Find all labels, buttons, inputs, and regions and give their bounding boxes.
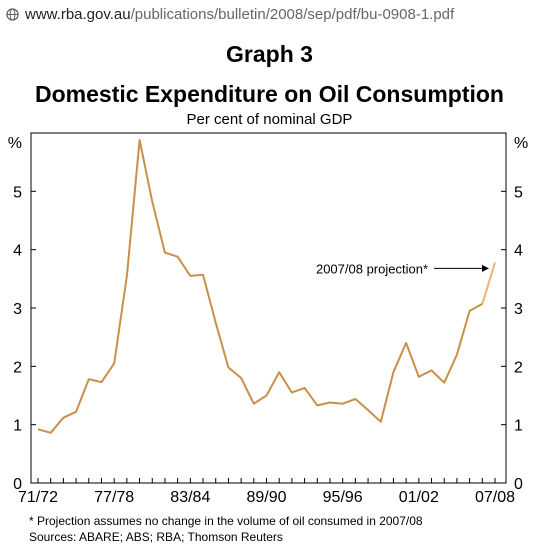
x-tick-label: 07/08 xyxy=(475,489,515,506)
y-tick-label-left: 0 xyxy=(13,476,22,493)
series-line-2 xyxy=(481,262,496,305)
x-tick-label: 95/96 xyxy=(323,489,363,506)
y-tick-label-right: 5 xyxy=(514,184,523,201)
y-tick-label-left: 1 xyxy=(13,418,22,435)
annotation-label: 2007/08 projection* xyxy=(316,261,428,276)
y-tick-label-right: 0 xyxy=(514,476,523,493)
series-line-1 xyxy=(37,139,483,434)
x-tick-label: 77/78 xyxy=(94,489,134,506)
graph-label: Graph 3 xyxy=(226,41,313,67)
y-tick-label-right: 1 xyxy=(514,418,523,435)
x-tick-label: 71/72 xyxy=(18,489,58,506)
y-tick-label-left: 3 xyxy=(13,301,22,318)
annotation-arrow-head xyxy=(482,264,489,272)
y-tick-label-right: 3 xyxy=(514,301,523,318)
y-unit-right: % xyxy=(514,135,528,152)
chart-footnote: * Projection assumes no change in the vo… xyxy=(29,514,423,528)
y-tick-label-left: 4 xyxy=(13,243,22,260)
chart-sources: Sources: ABARE; ABS; RBA; Thomson Reuter… xyxy=(29,530,283,544)
y-tick-label-left: 5 xyxy=(13,184,22,201)
chart-title: Domestic Expenditure on Oil Consumption xyxy=(35,81,504,107)
plot-frame xyxy=(30,132,507,484)
y-tick-label-right: 4 xyxy=(514,243,523,260)
x-tick-label: 83/84 xyxy=(170,489,210,506)
x-tick-label: 89/90 xyxy=(246,489,286,506)
url-bar[interactable]: www.rba.gov.au/publications/bulletin/200… xyxy=(0,0,539,28)
globe-icon xyxy=(6,7,19,21)
url-path: /publications/bulletin/2008/sep/pdf/bu-0… xyxy=(130,5,455,23)
y-tick-label-right: 2 xyxy=(514,359,523,376)
url-host: www.rba.gov.au xyxy=(25,5,131,23)
y-unit-left: % xyxy=(8,135,22,152)
y-tick-label-left: 2 xyxy=(13,359,22,376)
x-tick-label: 01/02 xyxy=(399,489,439,506)
chart-subtitle: Per cent of nominal GDP xyxy=(186,111,353,128)
